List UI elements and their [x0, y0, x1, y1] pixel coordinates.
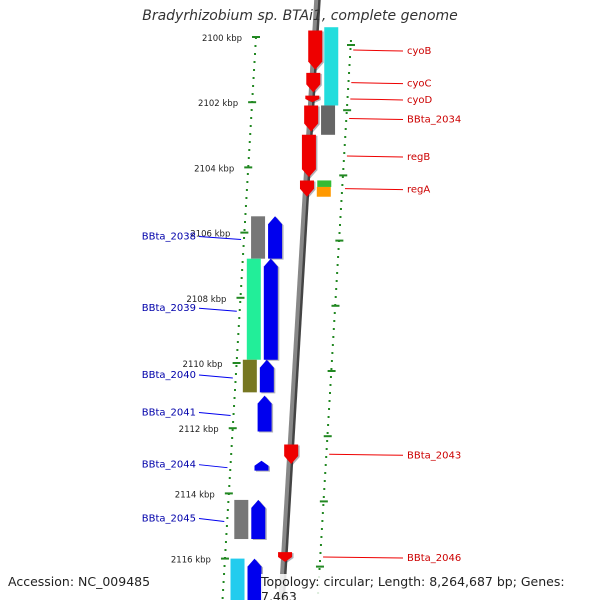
- genome-backbone: [278, 0, 319, 600]
- forward-gene-leader: [329, 453, 404, 456]
- forward-gene-label: cyoB: [407, 46, 432, 57]
- accession-label: Accession: NC_009485: [8, 574, 151, 589]
- forward-cog-box: [317, 180, 332, 187]
- reverse-gene-leader: [198, 517, 225, 522]
- forward-gene-arrow: [299, 180, 314, 197]
- reverse-gene-label: BBta_2045: [142, 513, 196, 524]
- reverse-gene-arrow: [251, 499, 266, 540]
- ruler-label: 2100 kbp: [202, 34, 242, 44]
- reverse-gene-label: BBta_2038: [142, 231, 196, 242]
- forward-cog-box: [324, 27, 339, 106]
- topology-label: Topology: circular; Length: 8,264,687 bp…: [261, 574, 600, 600]
- forward-gene-arrow: [284, 444, 299, 465]
- ruler-label: 2104 kbp: [194, 164, 234, 174]
- reverse-gene-label: BBta_2044: [142, 460, 196, 471]
- reverse-cog-box: [230, 558, 245, 600]
- reverse-gene-arrow: [257, 395, 272, 432]
- forward-gene-arrow: [301, 134, 316, 178]
- forward-gene-leader: [350, 98, 404, 101]
- reverse-cog-box: [242, 359, 257, 393]
- forward-gene-label: BBta_2034: [407, 115, 461, 126]
- forward-gene-label: cyoD: [407, 95, 433, 106]
- forward-gene-arrow: [278, 552, 293, 562]
- reverse-gene-leader: [198, 235, 242, 240]
- ruler-label: 2114 kbp: [175, 490, 215, 500]
- forward-gene-leader: [346, 155, 404, 158]
- reverse-gene-leader: [198, 374, 233, 379]
- reverse-gene-leader: [198, 464, 228, 469]
- forward-gene-label: cyoC: [407, 79, 432, 90]
- forward-gene-label: BBta_2043: [407, 450, 461, 461]
- forward-gene-leader: [353, 49, 404, 52]
- forward-cog-box: [321, 105, 336, 135]
- reverse-gene-arrow: [263, 258, 278, 360]
- forward-gene-arrow: [306, 72, 321, 93]
- reverse-gene-arrow: [259, 359, 274, 393]
- reverse-gene-label: BBta_2040: [142, 370, 196, 381]
- forward-gene-leader: [344, 188, 404, 191]
- forward-gene-label: regB: [407, 152, 430, 163]
- reverse-gene-arrow: [254, 460, 269, 471]
- forward-gene-label: BBta_2046: [407, 553, 461, 564]
- ruler-label: 2116 kbp: [171, 556, 211, 566]
- ruler-label: 2106 kbp: [190, 230, 230, 240]
- reverse-gene-arrow: [268, 216, 283, 259]
- forward-gene-label: regA: [407, 185, 430, 196]
- reverse-cog-box: [251, 216, 266, 259]
- map-title: Bradyrhizobium sp. BTAi1, complete genom…: [142, 8, 458, 24]
- ruler-label: 2102 kbp: [198, 99, 238, 109]
- reverse-gene-arrow: [247, 558, 262, 600]
- forward-gene-arrow: [305, 95, 320, 103]
- forward-gene-arrow: [304, 105, 319, 132]
- forward-gene-leader: [323, 556, 404, 559]
- reverse-cog-box: [234, 499, 249, 540]
- reverse-gene-leader: [198, 412, 231, 417]
- reverse-gene-label: BBta_2039: [142, 303, 196, 314]
- reverse-cog-box: [246, 258, 261, 360]
- forward-gene-leader: [351, 82, 404, 85]
- reverse-gene-label: BBta_2041: [142, 408, 196, 419]
- reverse-gene-leader: [198, 307, 237, 312]
- forward-cog-box: [316, 186, 331, 197]
- forward-gene-arrow: [308, 30, 323, 70]
- forward-gene-leader: [349, 118, 404, 120]
- ruler-label: 2112 kbp: [179, 425, 219, 435]
- ruler-label: 2108 kbp: [186, 295, 226, 305]
- ruler-label: 2110 kbp: [183, 360, 223, 370]
